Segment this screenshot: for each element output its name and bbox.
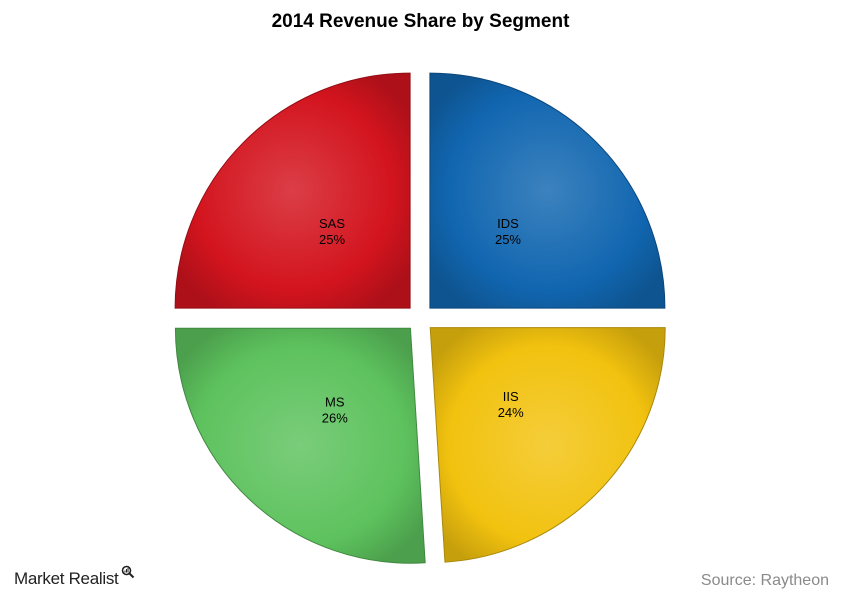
chart-title: 2014 Revenue Share by Segment bbox=[271, 11, 570, 32]
slice-name-label: MS bbox=[325, 395, 345, 410]
pie-slice-ms bbox=[174, 327, 426, 564]
source-note: Source: Raytheon bbox=[700, 572, 829, 589]
pie-slice-iis bbox=[429, 327, 666, 563]
slice-name-label: IIS bbox=[503, 389, 519, 404]
brand-logo: Market Realist bbox=[14, 565, 135, 589]
slice-value-label: 24% bbox=[498, 405, 524, 420]
pie-slice-ids bbox=[429, 72, 666, 309]
magnifier-icon bbox=[121, 564, 135, 584]
slice-name-label: IDS bbox=[497, 216, 519, 231]
pie-slice-sas bbox=[174, 72, 411, 309]
slice-name-label: SAS bbox=[319, 216, 345, 231]
pie-slices bbox=[174, 72, 666, 564]
brand-name: Market Realist bbox=[14, 569, 119, 588]
slice-value-label: 25% bbox=[319, 232, 345, 247]
slice-value-label: 25% bbox=[495, 232, 521, 247]
slice-value-label: 26% bbox=[322, 411, 348, 426]
